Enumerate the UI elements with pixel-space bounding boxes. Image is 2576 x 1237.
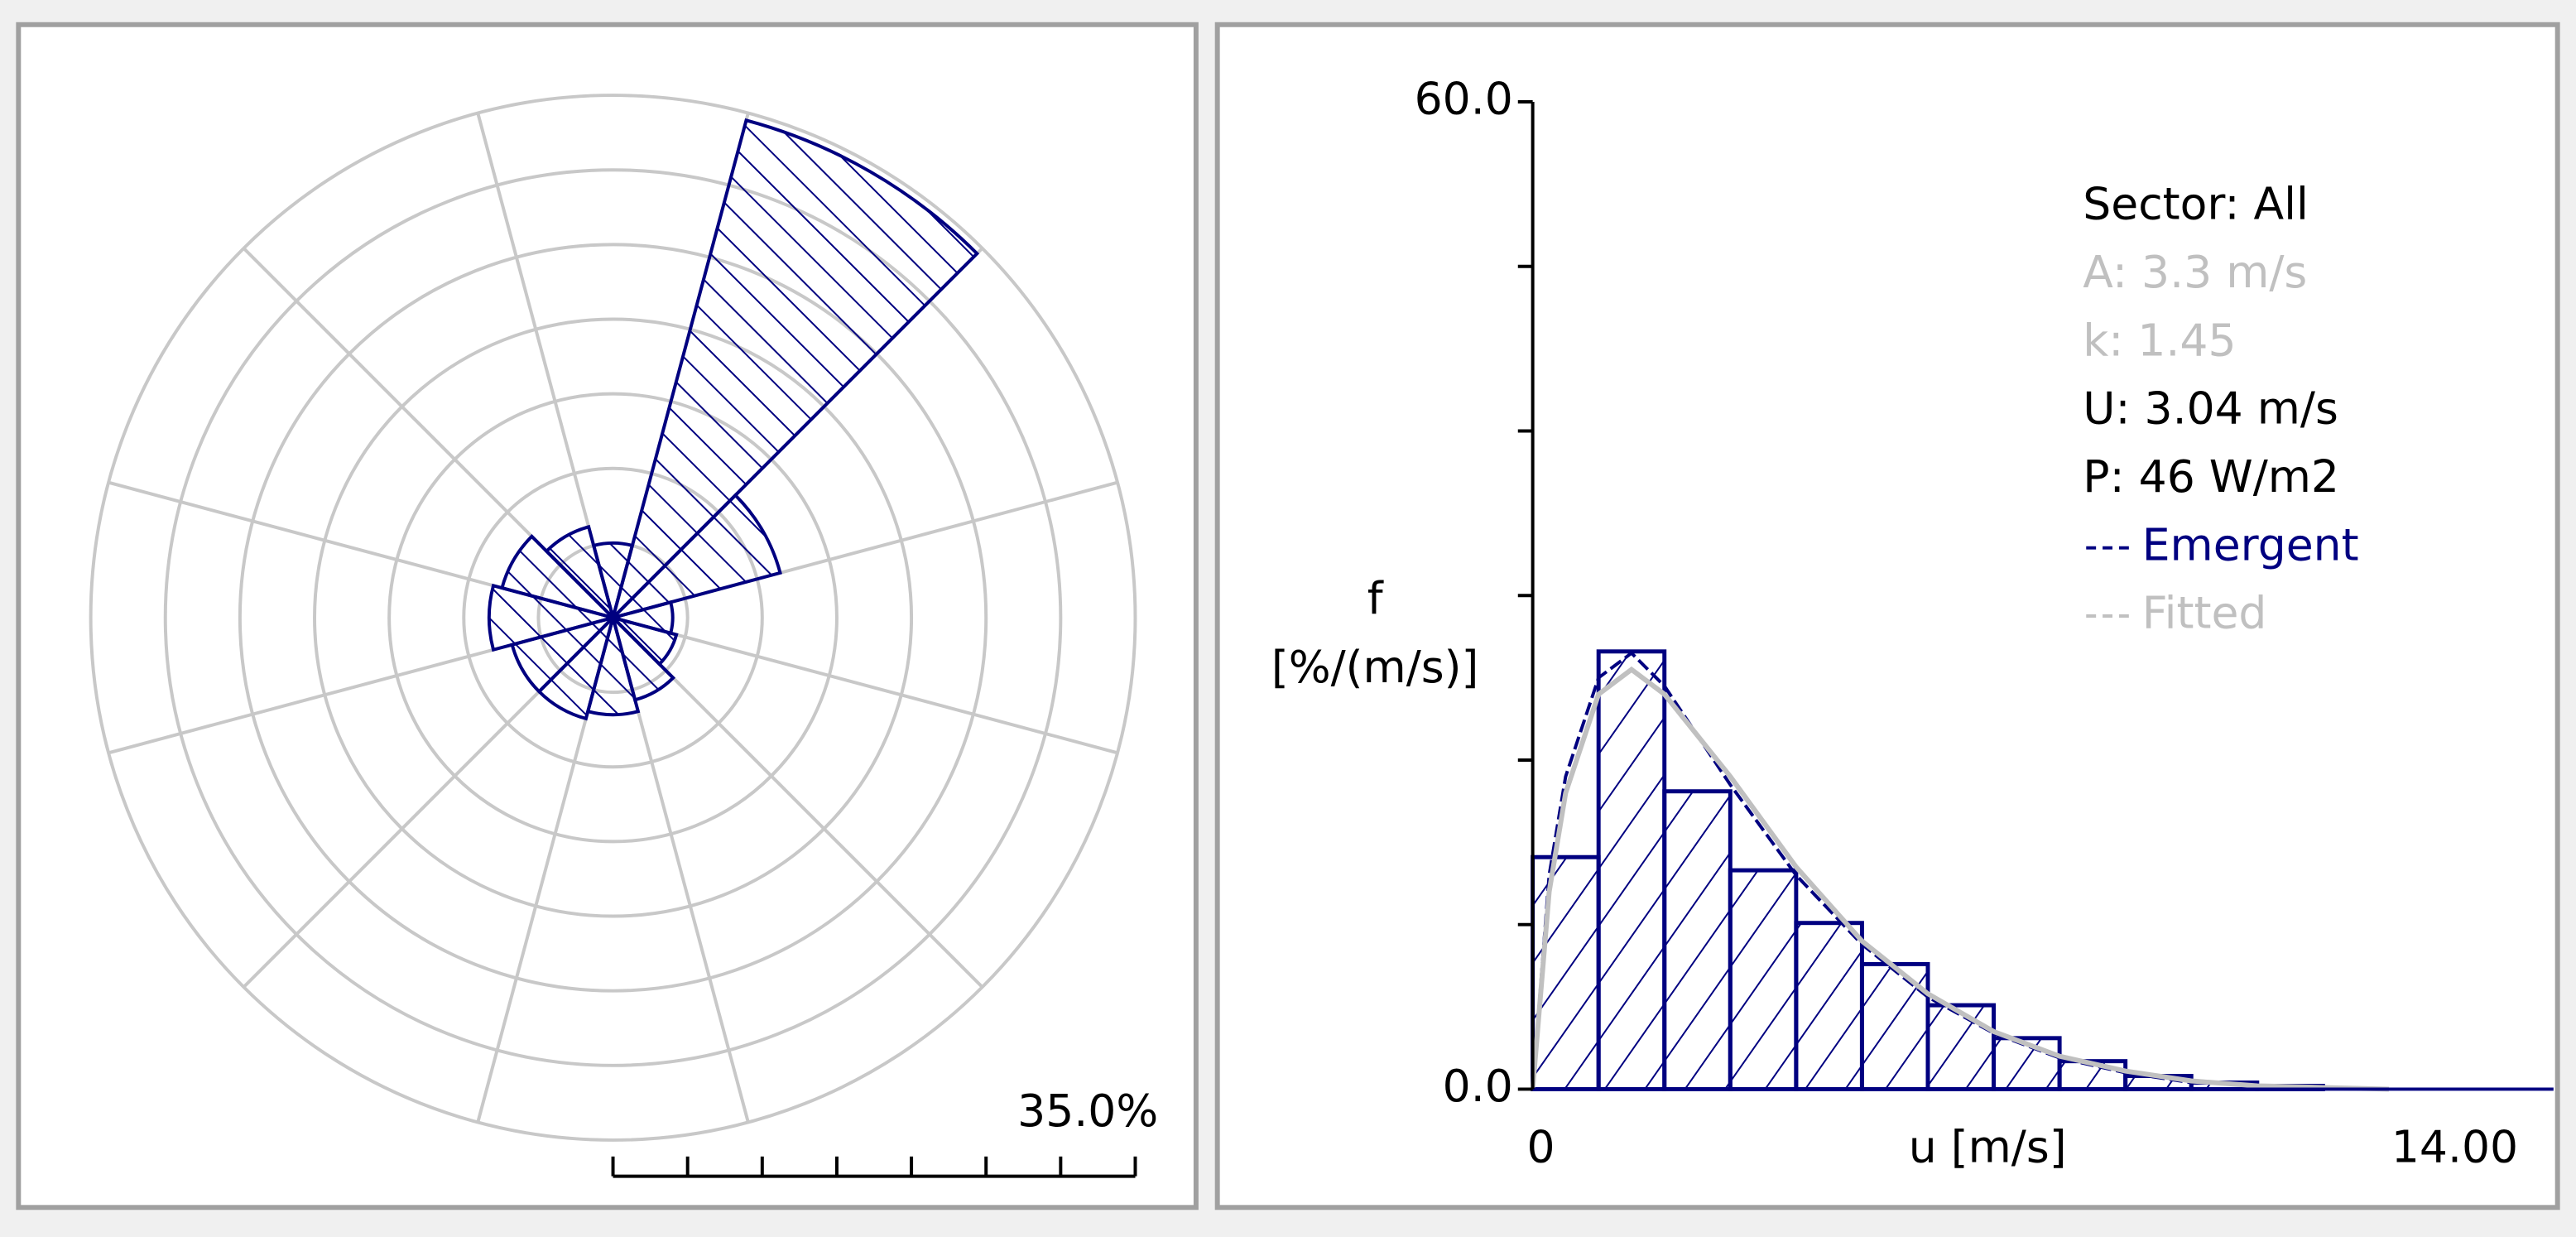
spoke — [612, 616, 984, 989]
ring — [89, 94, 1137, 1142]
info-text: A: 3.3 m/s — [2083, 246, 2307, 298]
histogram-bar — [1596, 649, 1667, 1091]
scale-label: 35.0% — [1017, 1085, 1158, 1137]
histogram: 0.0 60.0 0 14.00 u [m/s] f [%/(m/s)] Sector: Al… — [1271, 73, 2554, 1173]
ring — [313, 317, 914, 918]
histogram-bar — [1925, 1003, 1997, 1091]
histogram-bar — [1728, 868, 1799, 1091]
y-axis-label: [%/(m/s)] — [1271, 641, 1479, 693]
x-axis-label: u [m/s] — [1909, 1120, 2067, 1172]
info-text: k: 1.45 — [2083, 314, 2236, 366]
ring — [163, 168, 1063, 1067]
ring — [238, 243, 988, 993]
legend-label: Emergent — [2142, 518, 2359, 570]
sector-wedge — [607, 493, 782, 621]
sector-wedge — [500, 534, 619, 621]
ring — [387, 392, 839, 844]
distribution-curve — [1530, 666, 2389, 1092]
x-tick-label: 0 — [1527, 1120, 1555, 1172]
spoke — [613, 616, 1118, 755]
histogram-bar — [1662, 789, 1733, 1091]
x-tick-label: 14.00 — [2391, 1120, 2518, 1172]
info-text: U: 3.04 m/s — [2083, 383, 2338, 435]
ring — [462, 466, 764, 769]
sector-wedge — [609, 118, 980, 623]
wind-rose: 35.0% — [89, 94, 1158, 1178]
y-tick-label: 0.0 — [1443, 1060, 1513, 1112]
legend-label: Fitted — [2142, 587, 2267, 639]
sector-wedge — [544, 524, 617, 623]
info-text: P: 46 W/m2 — [2083, 450, 2339, 503]
y-tick-label: 60.0 — [1415, 73, 1513, 125]
info-text: Sector: All — [2083, 178, 2309, 230]
sector-wedge — [487, 583, 620, 652]
y-axis-label: f — [1367, 572, 1384, 624]
histogram-bar — [1794, 921, 1864, 1091]
